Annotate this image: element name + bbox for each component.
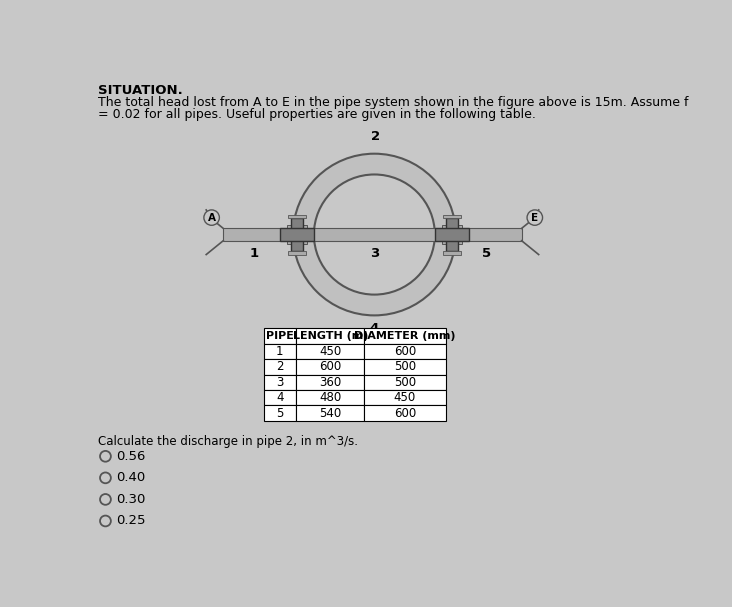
Text: 600: 600 <box>394 345 416 358</box>
Text: E: E <box>531 212 538 223</box>
Text: 0.40: 0.40 <box>116 472 146 484</box>
Bar <box>223 228 522 241</box>
Text: 500: 500 <box>394 376 416 389</box>
Text: = 0.02 for all pipes. Useful properties are given in the following table.: = 0.02 for all pipes. Useful properties … <box>97 108 536 121</box>
Text: A: A <box>208 212 216 223</box>
Text: 480: 480 <box>319 392 341 404</box>
Bar <box>442 225 446 244</box>
Bar <box>288 251 306 254</box>
Text: 0.30: 0.30 <box>116 493 146 506</box>
Bar <box>264 328 296 344</box>
Text: 5: 5 <box>276 407 283 419</box>
Bar <box>435 228 469 241</box>
Bar <box>296 390 365 405</box>
Bar <box>443 214 461 217</box>
Text: 1: 1 <box>250 247 259 260</box>
Text: DIAMETER (mm): DIAMETER (mm) <box>354 331 456 341</box>
Bar <box>296 328 365 344</box>
Bar <box>288 214 306 217</box>
Text: Calculate the discharge in pipe 2, in m^3/s.: Calculate the discharge in pipe 2, in m^… <box>97 435 358 448</box>
Bar <box>291 217 303 251</box>
Bar <box>296 405 365 421</box>
Text: 500: 500 <box>394 361 416 373</box>
Bar <box>264 390 296 405</box>
Text: 600: 600 <box>319 361 341 373</box>
Text: 360: 360 <box>319 376 341 389</box>
Bar <box>365 375 446 390</box>
Text: PIPE: PIPE <box>266 331 294 341</box>
Text: 3: 3 <box>370 247 379 260</box>
Circle shape <box>293 154 456 316</box>
Text: 5: 5 <box>482 247 491 260</box>
Bar <box>280 228 314 241</box>
Text: 600: 600 <box>394 407 416 419</box>
Bar <box>303 225 307 244</box>
Bar <box>365 344 446 359</box>
Bar <box>264 344 296 359</box>
Bar <box>296 375 365 390</box>
Text: 450: 450 <box>319 345 341 358</box>
Text: 0.56: 0.56 <box>116 450 146 463</box>
Text: 4: 4 <box>370 322 379 334</box>
Text: 0.25: 0.25 <box>116 515 146 527</box>
Text: SITUATION.: SITUATION. <box>97 84 182 97</box>
Text: 450: 450 <box>394 392 416 404</box>
Bar <box>365 390 446 405</box>
Text: 2: 2 <box>276 361 283 373</box>
Bar <box>264 405 296 421</box>
Text: 2: 2 <box>371 130 381 143</box>
Bar <box>446 217 458 251</box>
Circle shape <box>204 210 220 225</box>
Text: 3: 3 <box>276 376 283 389</box>
Circle shape <box>527 210 542 225</box>
Circle shape <box>314 174 435 294</box>
Bar <box>365 328 446 344</box>
Bar <box>287 225 291 244</box>
Bar <box>443 251 461 254</box>
Bar <box>264 375 296 390</box>
Text: The total head lost from A to E in the pipe system shown in the figure above is : The total head lost from A to E in the p… <box>97 96 688 109</box>
Bar <box>264 359 296 375</box>
Bar <box>365 405 446 421</box>
Text: LENGTH (m): LENGTH (m) <box>293 331 368 341</box>
Bar <box>458 225 462 244</box>
Bar <box>365 359 446 375</box>
Text: 1: 1 <box>276 345 283 358</box>
Bar <box>296 359 365 375</box>
Text: 540: 540 <box>319 407 341 419</box>
Bar <box>296 344 365 359</box>
Text: 4: 4 <box>276 392 283 404</box>
